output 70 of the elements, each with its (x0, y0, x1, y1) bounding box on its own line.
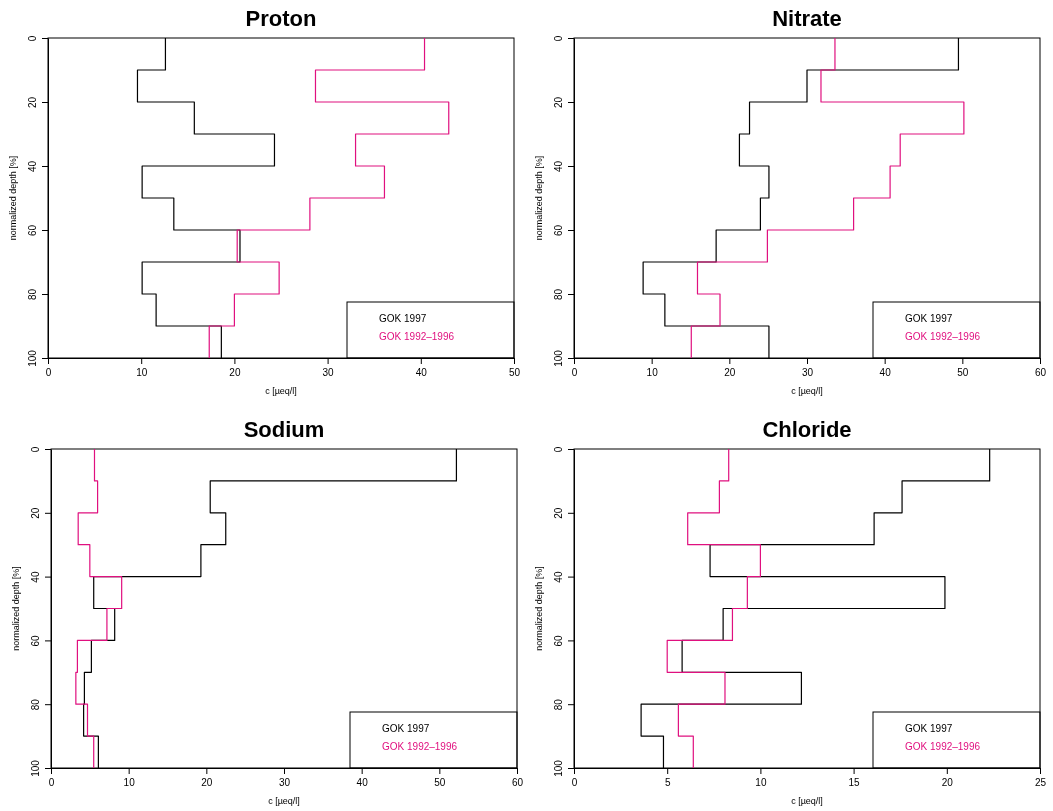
y-axis-title: normalized depth [%] (8, 155, 18, 241)
y-tick-label: 80 (553, 288, 564, 301)
y-tick-label: 100 (553, 759, 564, 777)
x-tick-label: 10 (755, 777, 767, 788)
x-tick-label: 20 (724, 367, 736, 378)
text: GOK 1997 (905, 723, 953, 734)
y-tick-label: 100 (27, 349, 38, 367)
x-tick-label: 50 (434, 777, 446, 788)
x-axis-title: c [µeq/l] (265, 386, 297, 396)
text: GOK 1997 (379, 313, 427, 324)
y-tick-label: 60 (553, 224, 564, 237)
x-tick-label: 60 (1034, 367, 1047, 378)
y-tick-label: 60 (30, 634, 41, 647)
y-tick-label: 40 (553, 571, 564, 583)
x-tick-label: 25 (1034, 777, 1047, 788)
x-tick-label: 0 (45, 367, 52, 378)
x-tick-label: 0 (48, 777, 55, 788)
x-tick-label: 40 (879, 367, 892, 378)
text: GOK 1992–1996 (379, 331, 455, 342)
y-tick-label: 40 (30, 571, 41, 583)
y-tick-label: 0 (553, 35, 564, 42)
x-tick-label: 0 (571, 777, 578, 788)
x-tick-label: 40 (415, 367, 428, 378)
y-tick-label: 40 (553, 160, 564, 173)
chart-title: Chloride (762, 417, 852, 442)
text: GOK 1997 (382, 723, 430, 734)
x-tick-label: 60 (511, 777, 524, 788)
y-tick-label: 40 (27, 160, 38, 173)
y-tick-label: 20 (553, 507, 564, 519)
x-tick-label: 30 (801, 367, 814, 378)
chart-title: Proton (245, 6, 317, 31)
y-tick-label: 80 (27, 288, 38, 301)
y-axis-title: normalized depth [%] (11, 566, 21, 651)
x-tick-label: 0 (571, 367, 578, 378)
text: GOK 1992–1996 (905, 331, 981, 342)
x-tick-label: 15 (848, 777, 861, 788)
y-tick-label: 60 (27, 224, 38, 237)
y-axis-title: normalized depth [%] (534, 566, 544, 651)
y-tick-label: 20 (27, 96, 38, 109)
y-tick-label: 80 (30, 698, 41, 711)
text: GOK 1992–1996 (382, 741, 458, 752)
x-tick-label: 30 (278, 777, 291, 788)
x-tick-label: 50 (508, 367, 521, 378)
text: GOK 1997 (905, 313, 953, 324)
x-tick-label: 20 (941, 777, 954, 788)
y-tick-label: 20 (553, 96, 564, 109)
x-tick-label: 10 (646, 367, 659, 378)
x-tick-label: 10 (136, 367, 148, 378)
chart-title: Sodium (243, 417, 325, 442)
y-tick-label: 60 (553, 634, 564, 647)
text: GOK 1992–1996 (905, 741, 981, 752)
x-axis-title: c [µeq/l] (791, 386, 823, 396)
x-tick-label: 10 (123, 777, 136, 788)
y-tick-label: 20 (30, 507, 41, 519)
y-tick-label: 100 (30, 759, 41, 777)
y-tick-label: 80 (553, 698, 564, 711)
y-tick-label: 100 (553, 349, 564, 367)
chart-title: Nitrate (772, 6, 842, 31)
y-tick-label: 0 (553, 446, 564, 453)
x-tick-label: 40 (356, 777, 369, 788)
x-axis-title: c [µeq/l] (791, 796, 823, 806)
x-tick-label: 20 (201, 777, 213, 788)
x-tick-label: 5 (664, 777, 671, 788)
y-tick-label: 0 (30, 446, 41, 453)
x-axis-title: c [µeq/l] (268, 796, 300, 806)
y-tick-label: 0 (27, 35, 38, 42)
x-tick-label: 20 (229, 367, 241, 378)
y-axis-title: normalized depth [%] (534, 155, 544, 241)
x-tick-label: 50 (957, 367, 969, 378)
x-tick-label: 30 (322, 367, 335, 378)
